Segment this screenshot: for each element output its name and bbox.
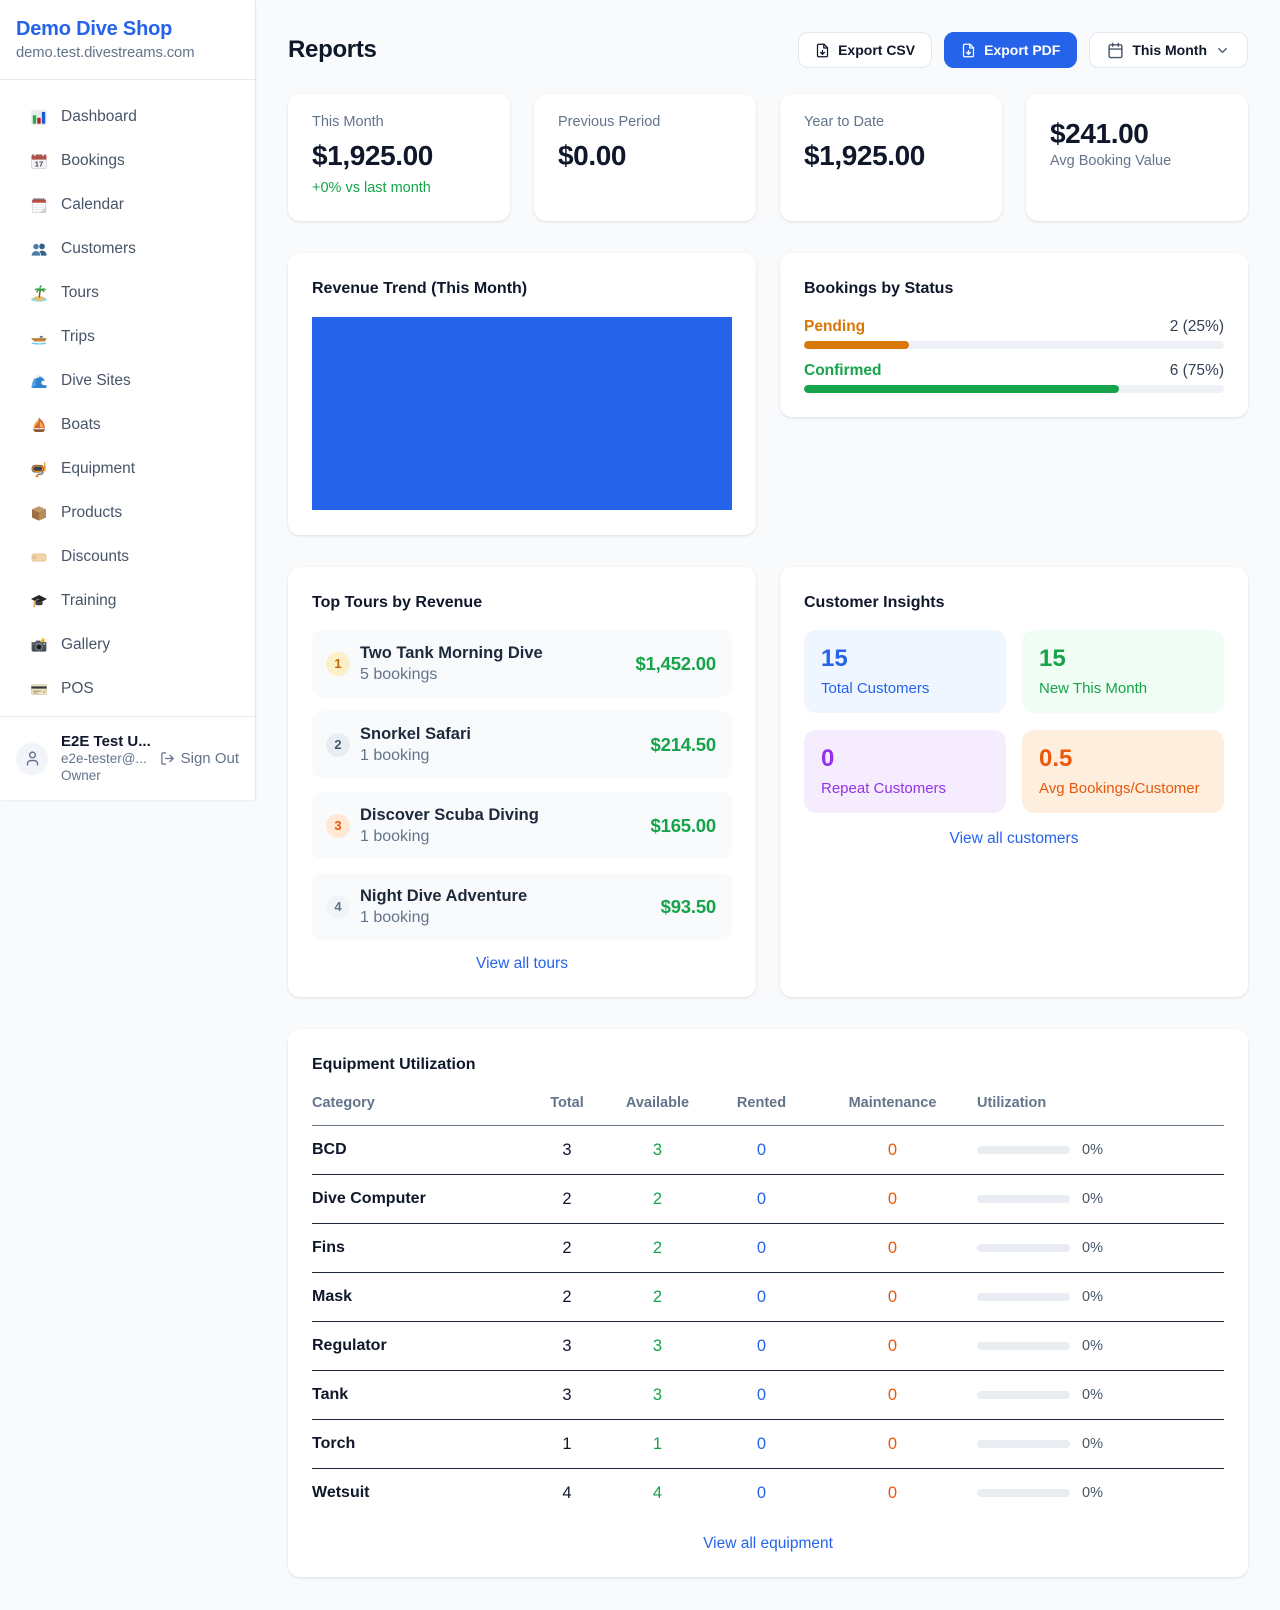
svg-text:17: 17 bbox=[35, 159, 43, 168]
